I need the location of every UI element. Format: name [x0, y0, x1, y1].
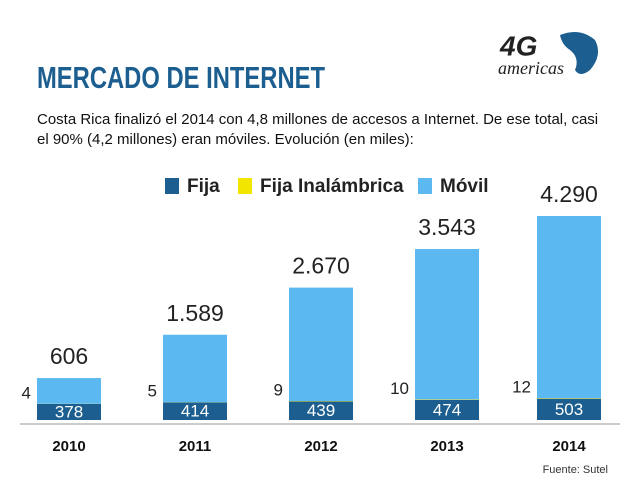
subtitle: Costa Rica finalizó el 2014 con 4,8 mill…: [37, 111, 599, 148]
bar-segment: [289, 287, 353, 401]
bar-segment: [537, 216, 601, 399]
bar-segment: [163, 402, 227, 420]
bar-segment: [289, 401, 353, 420]
value-label: 10: [390, 379, 409, 398]
bar-segment: [415, 249, 479, 400]
logo-text: americas: [498, 58, 564, 78]
value-label: 9: [274, 380, 283, 399]
x-tick-label: 2010: [52, 438, 85, 455]
value-label: 439: [307, 401, 335, 420]
bar-segment: [537, 398, 601, 420]
x-tick-label: 2013: [430, 438, 463, 455]
bar-segment: [37, 403, 101, 420]
logo-mark: 4G: [499, 30, 537, 61]
bar-segment: [415, 399, 479, 420]
legend-label: Móvil: [440, 176, 489, 197]
value-label: 3.543: [418, 214, 476, 240]
x-tick-label: 2012: [304, 438, 337, 455]
value-label: 4: [22, 383, 31, 402]
value-label: 606: [50, 343, 88, 369]
bar-segment: [163, 334, 227, 403]
value-label: 503: [555, 400, 583, 419]
legend-swatch: [165, 178, 179, 194]
x-tick-label: 2011: [179, 438, 212, 455]
value-label: 414: [181, 402, 209, 421]
logo-map: [560, 31, 599, 74]
value-label: 2.670: [292, 253, 350, 279]
value-label: 5: [148, 382, 157, 401]
x-tick-label: 2014: [552, 438, 586, 455]
value-label: 474: [433, 400, 461, 419]
value-label: 378: [55, 402, 83, 421]
bar-segment: [537, 398, 601, 399]
chart-title: MERCADO DE INTERNET: [37, 60, 325, 95]
value-label: 4.290: [540, 181, 598, 207]
legend-swatch: [238, 178, 252, 194]
legend-label: Fija Inalámbrica: [260, 176, 404, 197]
legend-swatch: [418, 178, 432, 194]
value-label: 1.589: [166, 300, 224, 326]
bar-segment: [37, 378, 101, 404]
legend-label: Fija: [187, 176, 220, 197]
value-label: 12: [512, 378, 531, 397]
source: Fuente: Sutel: [543, 464, 608, 476]
